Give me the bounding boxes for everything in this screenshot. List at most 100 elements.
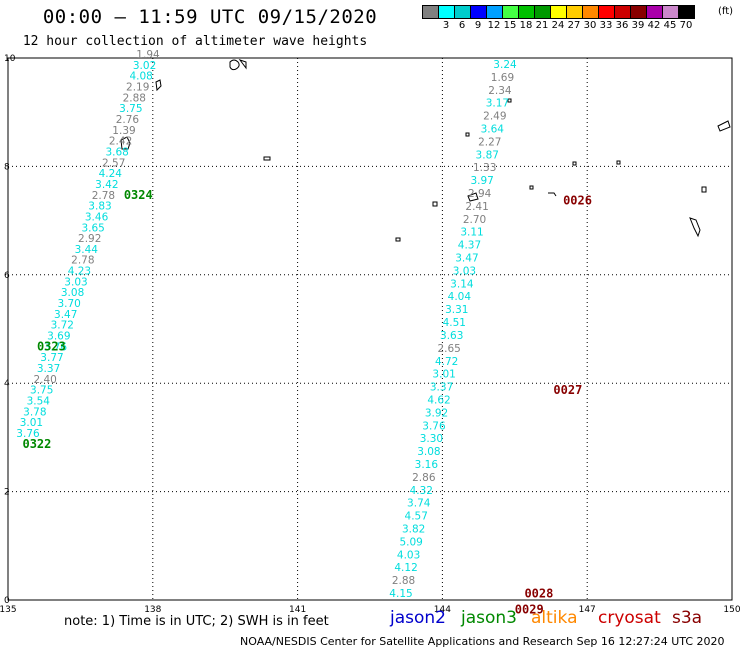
legend-tick-label: 30 bbox=[583, 20, 597, 31]
y-tick-label: 6 bbox=[4, 271, 10, 281]
wave-height-label: 2.86 bbox=[412, 472, 436, 484]
wave-height-label: 2.42 bbox=[109, 136, 132, 148]
wave-height-label: 3.30 bbox=[420, 433, 443, 445]
wave-height-label: 3.37 bbox=[430, 382, 453, 394]
legend-tick-label: 12 bbox=[487, 20, 501, 31]
wave-height-label: 3.77 bbox=[40, 352, 63, 364]
wave-height-label: 3.47 bbox=[54, 309, 77, 321]
map-frame bbox=[7, 57, 733, 601]
island-outline bbox=[717, 120, 731, 132]
wave-height-label: 3.02 bbox=[133, 60, 156, 72]
wave-height-label: 3.97 bbox=[470, 175, 493, 187]
wave-height-label: 3.68 bbox=[105, 146, 128, 158]
legend-tick-label: 21 bbox=[535, 20, 549, 31]
wave-height-label: 3.75 bbox=[30, 385, 53, 397]
wave-height-label: 2.34 bbox=[488, 85, 512, 97]
pass-time-label: 0026 bbox=[563, 193, 592, 207]
wave-height-label: 3.37 bbox=[37, 363, 60, 375]
wave-height-label: 2.88 bbox=[123, 92, 146, 104]
pass-time-label: 0029 bbox=[515, 603, 544, 617]
y-tick-label: 2 bbox=[4, 488, 10, 498]
pass-time-label: 0028 bbox=[524, 586, 553, 600]
island-outline bbox=[465, 132, 470, 137]
wave-height-label: 4.51 bbox=[443, 317, 466, 329]
wave-height-label: 3.17 bbox=[486, 98, 509, 110]
island-outline bbox=[572, 161, 577, 166]
wave-height-label: 2.65 bbox=[437, 343, 460, 355]
mission-name: jason2 bbox=[390, 608, 446, 628]
island-outline bbox=[395, 237, 401, 242]
island-outline bbox=[263, 156, 271, 161]
wave-height-label: 2.49 bbox=[483, 111, 506, 123]
wave-height-label: 4.37 bbox=[458, 240, 481, 252]
wave-height-label: 3.14 bbox=[450, 278, 474, 290]
wave-height-label: 3.76 bbox=[44, 341, 68, 353]
x-tick-label: 144 bbox=[434, 605, 451, 615]
legend-tick-label: 36 bbox=[615, 20, 629, 31]
legend-swatches bbox=[422, 5, 695, 19]
legend-unit: (ft) bbox=[718, 6, 734, 17]
wave-height-label: 3.31 bbox=[445, 304, 468, 316]
island-outline bbox=[701, 186, 707, 193]
wave-height-label: 3.64 bbox=[481, 124, 505, 136]
wave-height-label: 2.94 bbox=[468, 188, 492, 200]
page-subtitle: 12 hour collection of altimeter wave hei… bbox=[22, 34, 368, 49]
wave-height-label: 4.72 bbox=[435, 356, 458, 368]
island-outline bbox=[507, 98, 512, 103]
wave-height-label: 3.47 bbox=[455, 253, 478, 265]
wave-height-label: 3.44 bbox=[75, 244, 99, 256]
y-tick-label: 8 bbox=[4, 162, 10, 172]
altimeter-tracks: 1.943.024.082.192.883.752.761.392.423.68… bbox=[16, 49, 517, 600]
wave-height-label: 2.88 bbox=[392, 575, 415, 587]
map-grid bbox=[7, 57, 733, 601]
legend-tick-label: 18 bbox=[519, 20, 533, 31]
wave-height-label: 3.69 bbox=[47, 331, 70, 343]
y-tick-label: 10 bbox=[4, 54, 16, 64]
wave-height-label: 4.24 bbox=[99, 168, 123, 180]
wave-height-label: 2.27 bbox=[478, 136, 501, 148]
wave-height-label: 4.04 bbox=[448, 291, 472, 303]
wave-height-label: 3.03 bbox=[64, 276, 87, 288]
islands bbox=[120, 59, 731, 242]
wave-height-label: 3.74 bbox=[407, 498, 431, 510]
island-outline bbox=[155, 79, 162, 92]
wave-height-label: 3.54 bbox=[27, 396, 51, 408]
wave-height-label: 3.63 bbox=[440, 330, 463, 342]
wave-height-label: 2.41 bbox=[465, 201, 488, 213]
x-tick-label: 147 bbox=[579, 605, 596, 615]
wave-height-label: 4.57 bbox=[405, 511, 428, 523]
wave-height-label: 5.09 bbox=[399, 536, 422, 548]
wave-height-label: 3.75 bbox=[119, 103, 142, 115]
y-tick-label: 4 bbox=[4, 379, 10, 389]
wave-height-label: 3.08 bbox=[61, 287, 84, 299]
island-outline bbox=[120, 136, 131, 150]
mission-name: jason3 bbox=[461, 608, 517, 628]
mission-name: s3a bbox=[672, 608, 703, 628]
island-outline bbox=[432, 201, 438, 207]
wave-height-label: 3.72 bbox=[51, 320, 74, 332]
legend-swatch bbox=[678, 5, 695, 19]
wave-height-label: 3.83 bbox=[88, 201, 111, 213]
wave-height-label: 2.70 bbox=[463, 214, 486, 226]
wave-height-label: 4.15 bbox=[389, 588, 412, 600]
wave-height-label: 3.03 bbox=[453, 265, 476, 277]
credit-line: NOAA/NESDIS Center for Satellite Applica… bbox=[240, 635, 725, 648]
y-tick-label: 0 bbox=[4, 596, 10, 606]
wave-height-label: 2.78 bbox=[92, 190, 115, 202]
island-outline bbox=[229, 59, 247, 71]
wave-height-label: 3.01 bbox=[432, 369, 455, 381]
island-outline bbox=[689, 217, 701, 238]
legend-tick-label: 3 bbox=[442, 20, 450, 31]
wave-height-label: 4.08 bbox=[129, 71, 152, 83]
wave-height-label: 3.01 bbox=[20, 417, 43, 429]
island-outline bbox=[616, 160, 621, 165]
pass-time-label: 0027 bbox=[553, 383, 582, 397]
legend-tick-label: 24 bbox=[551, 20, 565, 31]
legend-tick-label: 27 bbox=[567, 20, 581, 31]
axis-labels: 135 138 141 144 147 150 0 2 4 6 8 10 bbox=[0, 54, 740, 615]
wave-height-label: 2.40 bbox=[33, 374, 56, 386]
wave-height-label: 1.94 bbox=[136, 49, 160, 61]
wave-height-label: 4.23 bbox=[68, 266, 91, 278]
x-tick-label: 141 bbox=[289, 605, 306, 615]
